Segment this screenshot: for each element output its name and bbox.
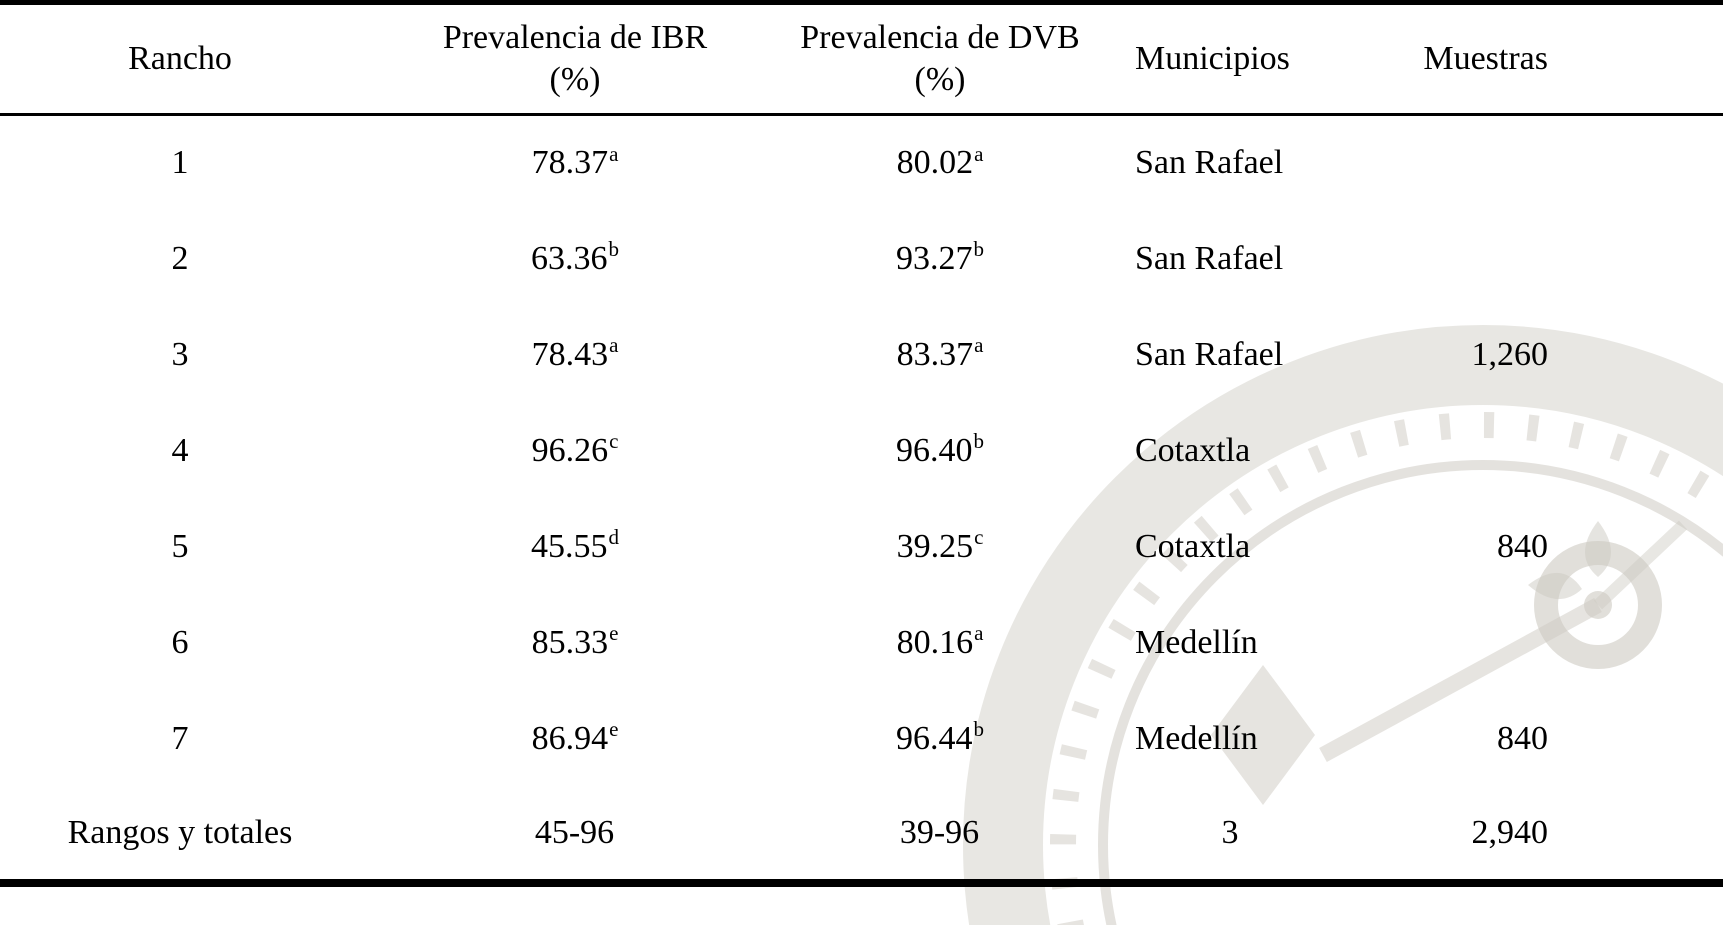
- dvb-value: 96.44: [896, 719, 973, 757]
- table-row: 6 85.33e 80.16a Medellín: [0, 595, 1723, 691]
- dvb-superscript: b: [973, 237, 985, 262]
- cell-muestras: [1370, 211, 1723, 307]
- table-body: 1 78.37a 80.02a San Rafael 2 63.36b 93.2…: [0, 115, 1723, 883]
- cell-ibr: 45-96: [360, 787, 790, 883]
- cell-rancho: 4: [171, 431, 189, 469]
- dvb-superscript: a: [974, 141, 984, 166]
- cell-ibr: 78.43a: [360, 307, 790, 403]
- dvb-value: 80.16: [896, 623, 974, 661]
- ibr-value: 85.33: [531, 623, 609, 661]
- cell-muestras: [1370, 115, 1723, 211]
- cell-muestras: 1,260: [1471, 335, 1549, 373]
- dvb-superscript: c: [974, 525, 984, 550]
- ibr-value: 96.26: [531, 431, 609, 469]
- table-row: 3 78.43a 83.37a San Rafael 1,260: [0, 307, 1723, 403]
- cell-ibr: 45.55d: [360, 499, 790, 595]
- table-row: 1 78.37a 80.02a San Rafael: [0, 115, 1723, 211]
- col-header-dvb-line1: Prevalencia de DVB: [800, 18, 1080, 56]
- ibr-value: 63.36: [531, 239, 608, 277]
- cell-rancho: 7: [171, 719, 189, 757]
- col-header-ibr-line1: Prevalencia de IBR: [442, 18, 708, 56]
- ibr-superscript: e: [609, 717, 619, 742]
- cell-ibr: 96.26c: [360, 403, 790, 499]
- ibr-superscript: c: [609, 429, 619, 454]
- dvb-value: 96.40: [896, 431, 973, 469]
- cell-ibr: 63.36b: [360, 211, 790, 307]
- col-header-muestras: Muestras: [1370, 2, 1723, 116]
- dvb-value: 39.25: [896, 527, 974, 565]
- ibr-value: 45-96: [534, 813, 615, 851]
- dvb-value: 93.27: [896, 239, 973, 277]
- col-header-ibr-line2: (%): [549, 61, 601, 98]
- table-row: 4 96.26c 96.40b Cotaxtla: [0, 403, 1723, 499]
- cell-ibr: 86.94e: [360, 691, 790, 787]
- cell-ibr: 78.37a: [360, 115, 790, 211]
- table-row: 7 86.94e 96.44b Medellín 840: [0, 691, 1723, 787]
- ibr-superscript: d: [608, 525, 620, 550]
- dvb-superscript: b: [973, 429, 985, 454]
- table-row-totals: Rangos y totales 45-96 39-96 3 2,940: [0, 787, 1723, 883]
- cell-dvb: 93.27b: [790, 211, 1090, 307]
- header-row: Rancho Prevalencia de IBR (%) Prevalenci…: [0, 2, 1723, 116]
- prevalence-table: Rancho Prevalencia de IBR (%) Prevalenci…: [0, 0, 1723, 887]
- cell-municipio: Medellín: [1135, 719, 1258, 757]
- cell-dvb: 83.37a: [790, 307, 1090, 403]
- col-header-dvb: Prevalencia de DVB (%): [790, 2, 1090, 116]
- dvb-superscript: b: [973, 717, 985, 742]
- cell-dvb: 96.44b: [790, 691, 1090, 787]
- cell-rancho: 1: [171, 144, 189, 182]
- ibr-value: 86.94: [531, 719, 609, 757]
- cell-dvb: 80.16a: [790, 595, 1090, 691]
- dvb-value: 39-96: [899, 813, 980, 851]
- ibr-superscript: a: [609, 141, 619, 166]
- cell-municipio: San Rafael: [1135, 144, 1284, 182]
- cell-municipio: Medellín: [1135, 623, 1258, 661]
- cell-rancho: Rangos y totales: [67, 813, 293, 851]
- dvb-superscript: a: [974, 621, 984, 646]
- cell-municipio: Cotaxtla: [1135, 527, 1251, 565]
- ibr-superscript: e: [609, 621, 619, 646]
- dvb-value: 83.37: [896, 335, 974, 373]
- cell-rancho: 3: [171, 335, 189, 373]
- col-header-dvb-line2: (%): [914, 61, 966, 98]
- col-header-rancho: Rancho: [0, 2, 360, 116]
- cell-muestras: 840: [1497, 719, 1548, 757]
- table-row: 5 45.55d 39.25c Cotaxtla 840: [0, 499, 1723, 595]
- ibr-value: 78.37: [531, 144, 609, 182]
- cell-dvb: 96.40b: [790, 403, 1090, 499]
- cell-dvb: 39.25c: [790, 499, 1090, 595]
- cell-dvb: 39-96: [790, 787, 1090, 883]
- col-header-ibr: Prevalencia de IBR (%): [360, 2, 790, 116]
- cell-ibr: 85.33e: [360, 595, 790, 691]
- cell-municipio: San Rafael: [1135, 239, 1284, 277]
- cell-municipio: Cotaxtla: [1135, 431, 1251, 469]
- table-row: 2 63.36b 93.27b San Rafael: [0, 211, 1723, 307]
- ibr-value: 78.43: [531, 335, 609, 373]
- dvb-value: 80.02: [896, 144, 974, 182]
- cell-rancho: 2: [171, 239, 189, 277]
- cell-municipio: San Rafael: [1135, 335, 1284, 373]
- ibr-superscript: b: [608, 237, 620, 262]
- ibr-value: 45.55: [531, 527, 608, 565]
- cell-dvb: 80.02a: [790, 115, 1090, 211]
- table-header: Rancho Prevalencia de IBR (%) Prevalenci…: [0, 2, 1723, 116]
- dvb-superscript: a: [974, 333, 984, 358]
- cell-municipio: 3: [1221, 813, 1239, 851]
- col-header-municipios: Municipios: [1090, 2, 1370, 116]
- ibr-superscript: a: [609, 333, 619, 358]
- cell-muestras: [1370, 595, 1723, 691]
- cell-rancho: 6: [171, 623, 189, 661]
- cell-muestras: [1370, 403, 1723, 499]
- cell-muestras: 2,940: [1471, 813, 1549, 851]
- cell-muestras: 840: [1497, 527, 1548, 565]
- cell-rancho: 5: [171, 527, 189, 565]
